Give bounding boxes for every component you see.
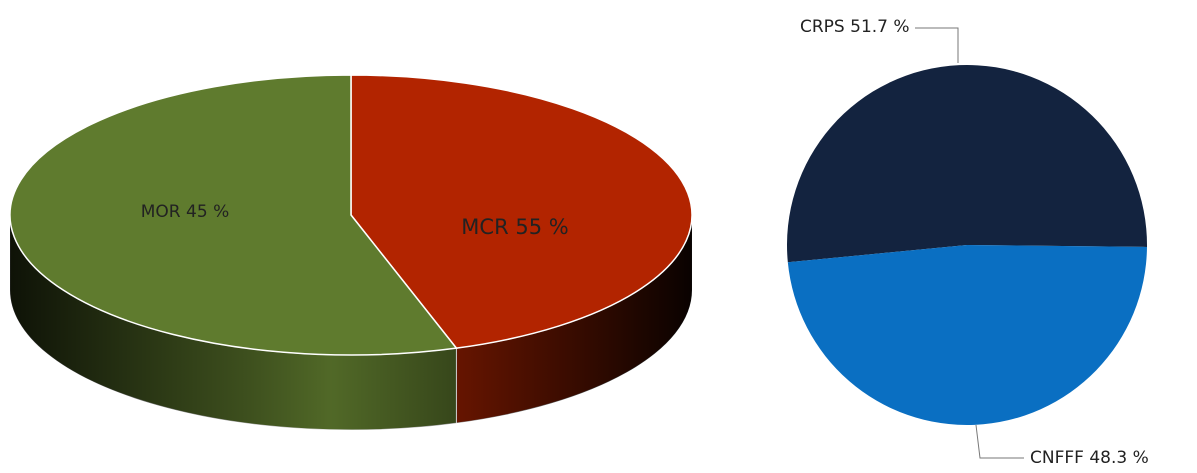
- pie-slice: [787, 65, 1147, 263]
- side-shade: [456, 215, 692, 424]
- value-label: 55 %: [515, 215, 568, 239]
- category-name: MOR: [141, 202, 181, 222]
- pie-slice: [787, 245, 1147, 426]
- slice-label: MCR 55 %: [461, 215, 568, 239]
- category-name: MCR: [461, 215, 508, 239]
- pie-slice: [9, 74, 458, 356]
- category-name: CRPS: [800, 17, 845, 37]
- category-name: CNFFF: [1030, 448, 1084, 468]
- value-label: 45 %: [186, 202, 229, 222]
- slice-label: MOR 45 %: [141, 202, 229, 222]
- pie-slice: [350, 74, 693, 349]
- leader-line: [975, 424, 1024, 459]
- value-label: 51.7 %: [850, 17, 909, 37]
- slice-label: CNFFF 48.3 %: [1030, 448, 1149, 468]
- slice-label: CRPS 51.7 %: [800, 17, 910, 37]
- side-shade: [10, 215, 457, 430]
- leader-line: [915, 27, 959, 63]
- value-label: 48.3 %: [1089, 448, 1148, 468]
